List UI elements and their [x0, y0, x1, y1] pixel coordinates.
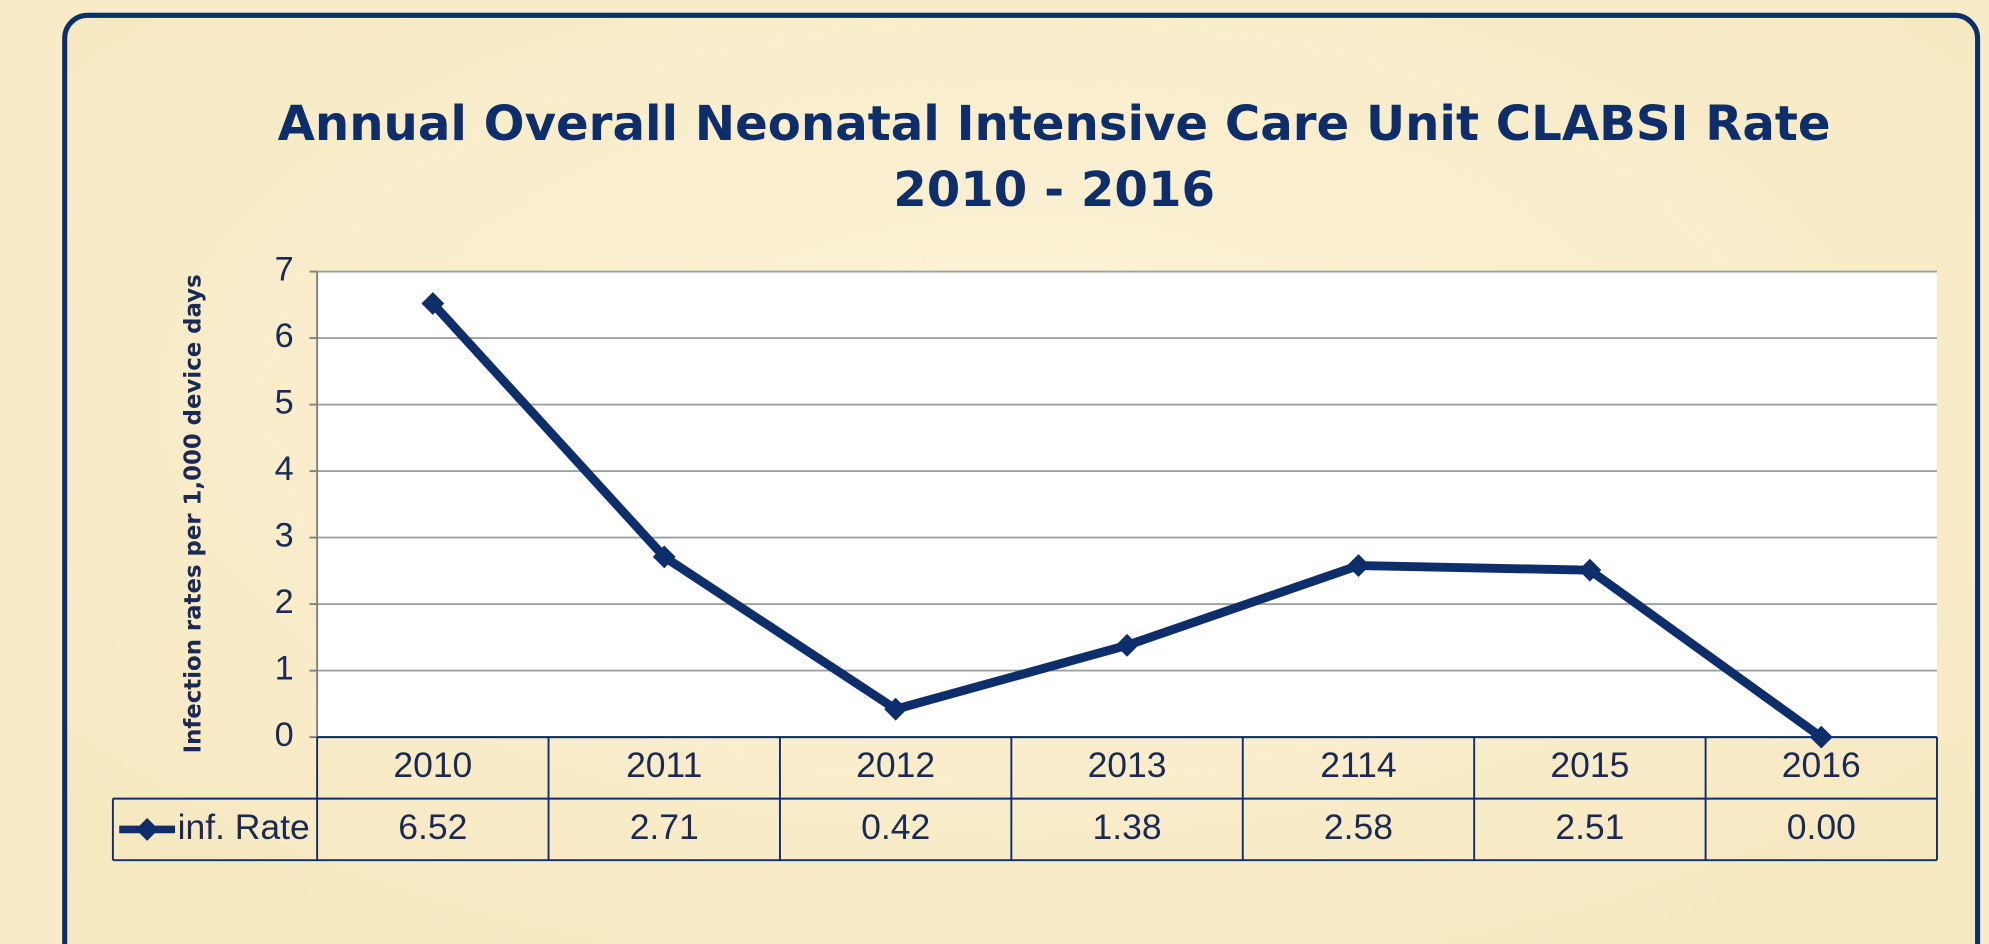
- data-marker: [1578, 558, 1602, 582]
- table-value: 6.52: [398, 807, 467, 847]
- data-marker: [1115, 633, 1139, 657]
- x-tick-label: 2016: [1782, 745, 1861, 785]
- y-tick-label: 2: [275, 583, 294, 621]
- data-marker: [884, 697, 908, 721]
- y-axis-label: Infection rates per 1,000 device days: [181, 274, 207, 753]
- table-value: 2.51: [1555, 807, 1624, 847]
- x-tick-label: 2114: [1320, 745, 1396, 785]
- plot-area: [317, 271, 1937, 738]
- legend-label: inf. Rate: [178, 807, 310, 847]
- table-value: 1.38: [1093, 807, 1162, 847]
- table-value: 2.58: [1324, 807, 1393, 847]
- y-tick-label: 6: [275, 317, 294, 355]
- x-tick-label: 2010: [393, 745, 472, 785]
- chart-title: Annual Overall Neonatal Intensive Care U…: [278, 96, 1831, 152]
- y-tick-label: 4: [275, 450, 294, 488]
- y-tick-label: 7: [275, 251, 294, 289]
- table-value: 0.42: [861, 807, 930, 847]
- y-tick-label: 5: [275, 384, 294, 422]
- y-tick-label: 1: [275, 650, 294, 688]
- chart-title: 2010 - 2016: [893, 162, 1215, 218]
- x-tick-label: 2015: [1550, 745, 1629, 785]
- table-value: 0.00: [1787, 807, 1856, 847]
- x-tick-label: 2012: [856, 745, 935, 785]
- data-marker: [1347, 554, 1370, 577]
- x-tick-label: 2013: [1088, 745, 1167, 785]
- x-tick-label: 2011: [626, 745, 702, 785]
- y-tick-label: 3: [275, 517, 294, 555]
- legend-key-marker: [135, 817, 159, 841]
- data-marker: [1809, 725, 1833, 749]
- y-tick-label: 0: [275, 716, 294, 754]
- table-value: 2.71: [630, 807, 699, 847]
